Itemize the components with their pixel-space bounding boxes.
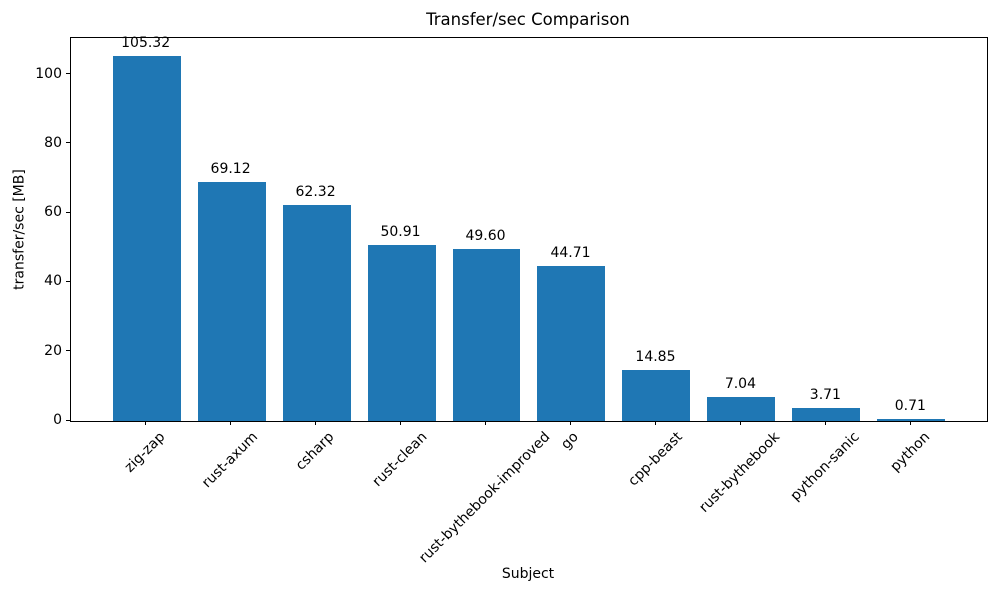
x-axis-label: Subject <box>501 566 555 582</box>
x-tick-mark <box>230 421 232 425</box>
y-tick-label: 20 <box>44 342 62 359</box>
x-tick-label: rust-bythebook-improved <box>416 429 554 567</box>
x-tick-mark <box>315 421 317 425</box>
bar-rust-axum <box>197 181 266 421</box>
x-tick-label: zig-zap <box>121 429 169 476</box>
x-tick-mark <box>824 421 826 425</box>
y-tick-label: 80 <box>44 134 62 151</box>
x-tick-mark <box>654 421 656 425</box>
y-tick-label: 0 <box>53 412 62 428</box>
x-tick-label: cpp-beast <box>625 429 686 490</box>
y-tick-mark <box>66 73 70 75</box>
x-tick-mark <box>739 421 741 425</box>
x-tick-mark <box>909 421 911 425</box>
x-tick-label: rust-axum <box>199 429 262 492</box>
bar-csharp <box>282 205 351 421</box>
x-tick-mark <box>145 421 147 425</box>
x-tick-mark <box>400 421 402 425</box>
bar-value-label: 7.04 <box>724 375 756 392</box>
y-tick-label: 100 <box>35 65 62 82</box>
x-tick-label: rust-bythebook <box>696 429 784 516</box>
bar-value-label: 0.71 <box>894 397 926 414</box>
bar-value-label: 3.71 <box>809 387 841 404</box>
y-tick-mark <box>66 419 70 421</box>
bar-rust-bythebook <box>707 396 776 421</box>
x-tick-label: csharp <box>292 429 338 474</box>
x-tick-label: python <box>887 429 933 475</box>
y-tick-mark <box>66 280 70 282</box>
bar-value-label: 50.91 <box>380 223 421 240</box>
bar-python <box>877 418 946 421</box>
x-tick-mark <box>569 421 571 425</box>
x-tick-label: python-sanic <box>787 429 863 505</box>
x-tick-mark <box>485 421 486 425</box>
bar-go <box>537 266 606 421</box>
bar-cpp-beast <box>622 369 691 421</box>
bar-value-label: 44.71 <box>550 245 591 262</box>
bar-value-label: 62.32 <box>295 184 336 201</box>
y-tick-mark <box>66 211 70 213</box>
y-tick-mark <box>66 142 70 144</box>
bar-rust-bythebook-improved <box>452 249 521 421</box>
bar-zig-zap <box>112 56 181 421</box>
y-tick-mark <box>66 350 70 352</box>
bar-value-label: 14.85 <box>635 348 676 365</box>
y-tick-label: 40 <box>44 273 62 290</box>
bar-value-label: 49.60 <box>465 228 506 245</box>
bar-value-label: 69.12 <box>210 160 251 177</box>
bar-rust-clean <box>367 244 436 421</box>
x-tick-label: rust-clean <box>369 429 431 490</box>
bar-value-label: 105.32 <box>121 35 171 52</box>
plot-area <box>70 37 988 422</box>
x-tick-label: go <box>558 429 583 453</box>
chart-title: Transfer/sec Comparison <box>426 10 630 29</box>
y-tick-label: 60 <box>44 204 62 221</box>
bar-python-sanic <box>792 408 861 421</box>
